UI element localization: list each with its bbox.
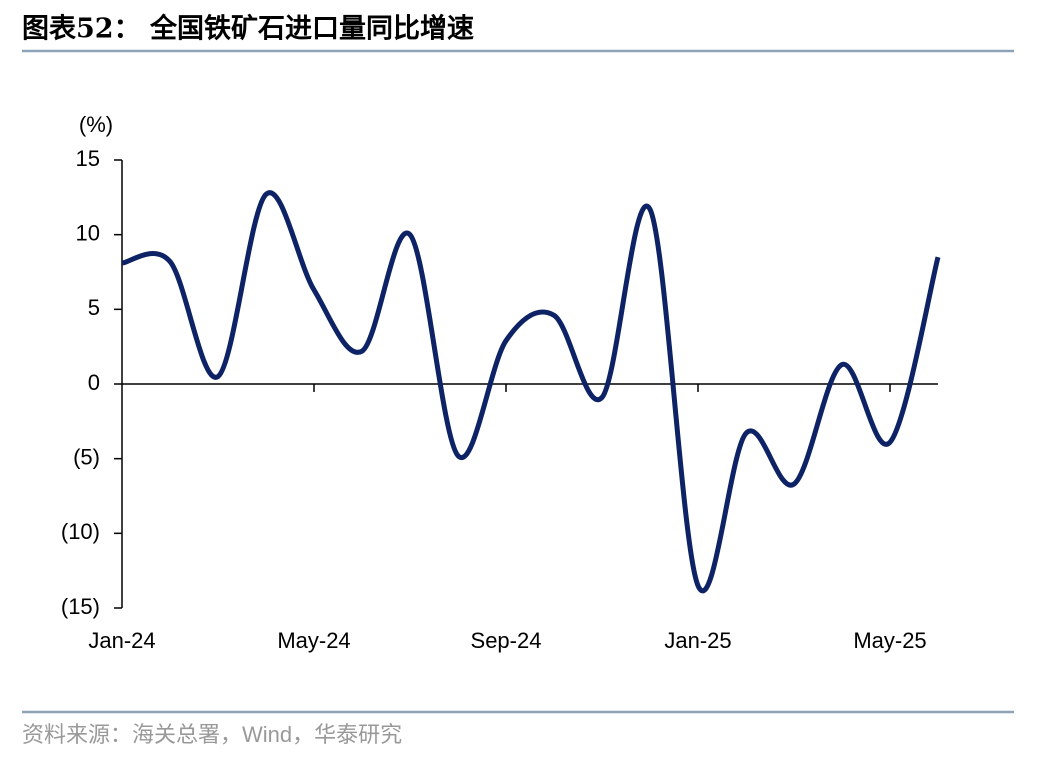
y-tick-label: (10) — [61, 519, 100, 544]
data-line — [121, 190, 941, 593]
x-tick-label: May-25 — [853, 628, 926, 653]
y-tick-label: 15 — [76, 146, 100, 171]
y-axis-unit: (%) — [79, 112, 113, 137]
y-tick-label: 10 — [76, 220, 100, 245]
x-tick-label: Sep-24 — [471, 628, 542, 653]
x-tick-label: Jan-25 — [664, 628, 731, 653]
y-tick-label: 5 — [88, 295, 100, 320]
y-tick-label: 0 — [88, 370, 100, 395]
source-note: 资料来源：海关总署，Wind，华泰研究 — [22, 722, 402, 747]
y-tick-label: (5) — [73, 444, 100, 469]
y-tick-label: (15) — [61, 594, 100, 619]
x-tick-label: May-24 — [277, 628, 350, 653]
x-tick-label: Jan-24 — [88, 628, 155, 653]
chart-title: 图表52： 全国铁矿石进口量同比增速 — [22, 13, 474, 45]
